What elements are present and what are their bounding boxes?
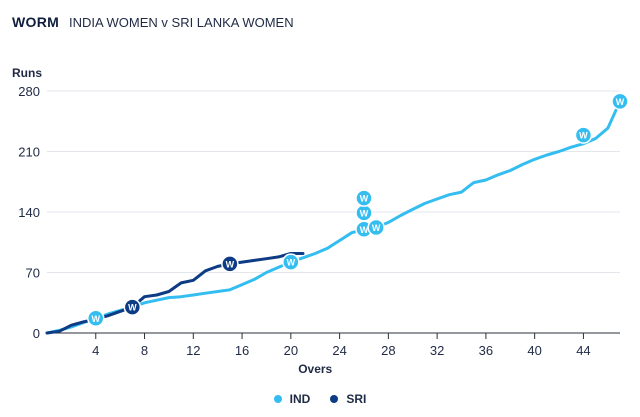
wicket-label: W xyxy=(128,303,137,313)
chart-title: WORM INDIA WOMEN v SRI LANKA WOMEN xyxy=(12,14,294,30)
series-line-sri xyxy=(45,252,305,335)
legend-item-ind[interactable]: IND xyxy=(273,392,311,406)
x-tick-label: 36 xyxy=(479,343,493,358)
wicket-marker-ind xyxy=(611,92,629,111)
x-tick-label: 28 xyxy=(381,343,395,358)
wicket-marker-ind xyxy=(282,253,300,271)
x-tick-label: 40 xyxy=(527,343,541,358)
wicket-label: W xyxy=(372,223,381,233)
y-tick-label: 70 xyxy=(26,266,40,281)
legend-dot-icon xyxy=(330,395,339,403)
wicket-label: W xyxy=(616,97,625,107)
legend-item-sri[interactable]: SRI xyxy=(330,392,366,406)
x-tick-label: 24 xyxy=(332,343,346,358)
wicket-marker-ind xyxy=(355,189,373,207)
legend: IND SRI xyxy=(0,392,640,406)
wicket-marker-ind xyxy=(87,309,105,328)
legend-dot-icon xyxy=(273,395,282,403)
wicket-label: W xyxy=(360,194,369,204)
x-tick-label: 4 xyxy=(92,343,99,358)
match-label: INDIA WOMEN v SRI LANKA WOMEN xyxy=(68,15,294,30)
wicket-marker-sri xyxy=(221,255,239,273)
y-tick-label: 210 xyxy=(18,145,40,160)
x-tick-label: 12 xyxy=(186,343,200,358)
wicket-label: W xyxy=(360,225,369,235)
x-axis-label: Overs xyxy=(298,362,332,376)
wicket-label: W xyxy=(360,208,369,218)
legend-label: IND xyxy=(289,392,311,406)
x-tick-label: 20 xyxy=(284,343,298,358)
y-tick-label: 140 xyxy=(18,205,40,220)
y-tick-label: 280 xyxy=(18,84,40,99)
worm-chart: 0 70 140 210 280 Runs 4 8 12 16 20 24 28 32 36 40 44 Over… xyxy=(12,66,629,376)
worm-label: WORM xyxy=(12,14,60,30)
wicket-label: W xyxy=(92,314,101,324)
x-tick-label: 44 xyxy=(576,343,590,358)
wicket-marker-sri xyxy=(123,298,142,316)
y-axis-label: Runs xyxy=(12,66,42,80)
wicket-label: W xyxy=(287,258,296,268)
x-tick-label: 32 xyxy=(430,343,444,358)
wicket-marker-ind xyxy=(574,126,593,144)
legend-label: SRI xyxy=(346,392,367,406)
series-line-ind xyxy=(45,99,622,335)
y-tick-label: 0 xyxy=(33,326,40,341)
wicket-marker-ind xyxy=(367,218,385,237)
wicket-label: W xyxy=(579,131,588,141)
x-tick-label: 8 xyxy=(141,343,148,358)
x-tick-label: 16 xyxy=(235,343,249,358)
wicket-label: W xyxy=(226,259,235,269)
